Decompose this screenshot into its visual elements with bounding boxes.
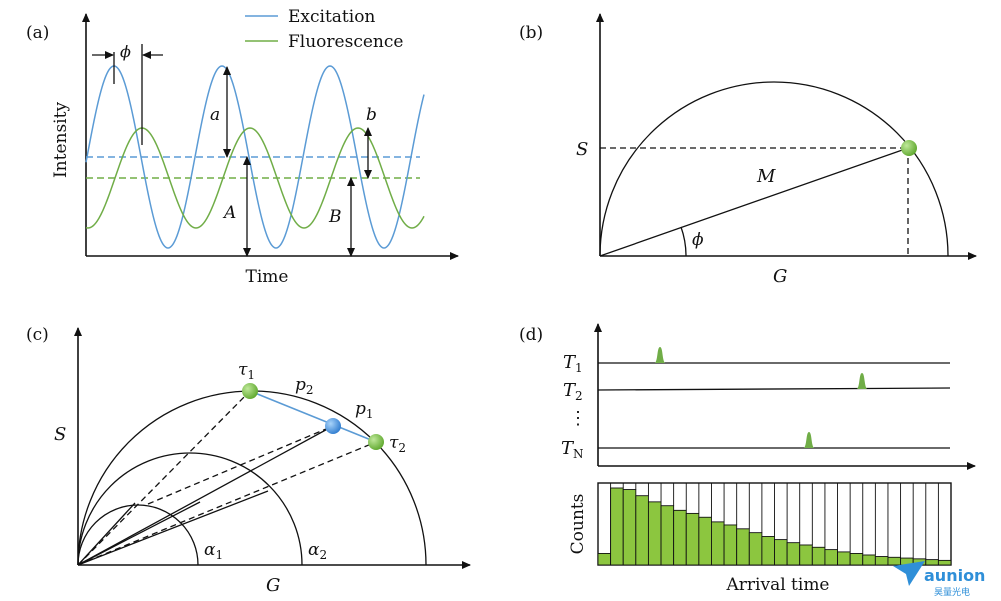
histogram-bar [597,553,612,566]
dashed-to-tau1 [77,390,251,566]
histogram-bar [774,539,788,566]
m-label: M [756,166,776,187]
histogram-bar [799,544,813,566]
legend-excitation-label: Excitation [288,7,375,27]
logo-text: aunion [924,566,985,585]
excitation-wave [85,65,425,249]
photon-pulse-tn [804,432,814,448]
alpha1-label: α1 [204,540,223,562]
solid-line-4 [77,502,136,566]
histogram-bar [887,556,902,566]
tau-connector-line [249,390,377,443]
histogram-bar [685,512,700,566]
histogram-bar [849,553,864,566]
mixture-point [325,418,341,434]
dashed-to-tau2 [77,441,377,566]
histogram-bar [673,509,687,566]
histogram-bar [837,551,851,566]
histogram-ylabel: Counts [568,494,588,555]
panel-c-ylabel: S [54,424,66,445]
panel-a-ylabel: Intensity [51,102,71,178]
panel-b-xlabel: G [773,266,787,287]
panel-c-label: (c) [26,325,49,345]
logo-subtext: 昊量光电 [934,586,970,598]
panel-b: (b) S G M ϕ [519,13,977,287]
tau1-point [242,383,258,399]
solid-line-3 [77,501,201,566]
m-vector-line [599,147,909,257]
semicircle-alpha2 [77,452,303,566]
logo-mark-icon [893,561,925,586]
histogram-bar [925,559,939,566]
t1-label: T1 [563,352,583,375]
histogram-bar [635,495,649,566]
histogram-bar [761,536,775,566]
histogram-bar [660,505,675,566]
universal-semicircle-c [77,390,427,566]
p1-label: p1 [355,399,374,421]
panel-c-xlabel: G [266,575,280,596]
tau1-label: τ1 [238,360,255,382]
panel-d-label: (d) [519,325,543,345]
histogram-bar [647,501,662,566]
legend-fluorescence-label: Fluorescence [288,32,403,52]
amplitude-a-label: a [210,105,220,125]
histogram-bar [786,542,801,566]
tn-label: TN [561,438,584,461]
histogram-bar [811,546,826,566]
solid-line-2 [77,490,269,566]
panel-b-label: (b) [519,23,543,43]
panel-c: (c) τ1 τ2 p2 p1 α1 α2 S G [26,325,471,596]
photon-pulse-t2 [857,373,867,389]
panel-a-phase-label: ϕ [120,42,131,61]
histogram-bar [723,524,738,566]
histogram-bar [698,516,712,566]
histogram-bar [824,549,838,566]
panel-b-phase-label: ϕ [692,230,704,250]
tau2-point [368,434,384,450]
histogram-xlabel: Arrival time [726,575,830,595]
universal-semicircle [599,81,949,257]
histogram-bar [622,489,637,566]
dashed-to-mix-a [147,425,334,505]
panel-d: (d) T1 T2 ⋮ TN Counts Arrival time [519,323,976,595]
phase-arc [680,226,687,257]
panel-b-ylabel: S [576,139,588,160]
photon-pulse-t1 [655,347,665,363]
histogram-bar [610,487,624,566]
panel-a: (a) Intensity Time Excitation Fluorescen… [26,7,459,287]
phasor-point [901,140,917,156]
trace-line-t2 [597,387,951,391]
histogram-bar [736,528,750,566]
tau2-label: τ2 [389,433,406,455]
vertical-dots: ⋮ [569,408,587,429]
histogram-bar [711,521,725,566]
t2-label: T2 [563,380,583,403]
panel-a-label: (a) [26,23,49,43]
histogram-bar [937,559,952,566]
histogram-bar [874,556,889,566]
aunion-logo: aunion 昊量光电 [893,561,985,598]
histogram-bar [862,554,876,566]
panel-a-xlabel: Time [246,267,289,287]
p2-label: p2 [295,375,314,397]
solid-line-1 [77,425,334,566]
amplitude-b-label: b [366,105,377,125]
histogram-bar [748,532,763,566]
mean-B-label: B [328,207,342,227]
mean-A-label: A [222,203,236,223]
alpha2-label: α2 [308,540,327,562]
histogram-bars [597,483,952,566]
